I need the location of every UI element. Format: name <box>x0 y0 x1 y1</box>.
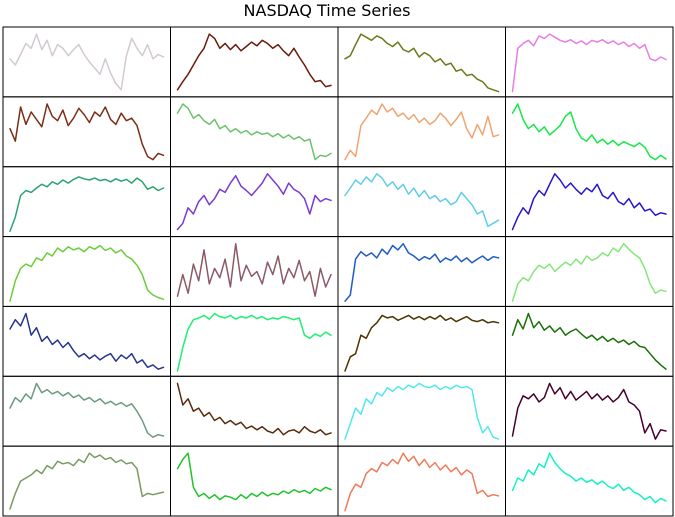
series-line-28 <box>511 452 667 504</box>
small-multiples-grid <box>2 26 674 517</box>
series-line-22 <box>176 382 332 436</box>
panel-frame-5 <box>2 96 171 168</box>
series-line-6 <box>176 103 332 161</box>
panel-frame-13 <box>2 236 171 307</box>
series-line-13 <box>9 244 165 302</box>
panel-frame-11 <box>337 166 506 238</box>
panel-frame-1 <box>2 26 171 98</box>
panel-frame-6 <box>170 96 339 168</box>
panel-frame-19 <box>337 305 506 377</box>
chart-title: NASDAQ Time Series <box>244 1 411 20</box>
panel-frame-26 <box>170 445 339 517</box>
series-line-19 <box>344 314 500 372</box>
panel-frame-24 <box>505 375 674 447</box>
series-line-11 <box>344 173 500 228</box>
series-line-2 <box>176 33 332 91</box>
series-line-7 <box>344 103 500 161</box>
series-line-20 <box>511 312 667 370</box>
series-line-25 <box>9 452 165 510</box>
series-line-16 <box>511 242 667 302</box>
series-line-15 <box>344 242 500 302</box>
series-line-3 <box>344 33 500 93</box>
panel-frame-16 <box>505 236 674 307</box>
series-line-10 <box>176 173 332 231</box>
series-line-24 <box>511 382 667 440</box>
panel-frame-28 <box>505 445 674 517</box>
panel-frame-22 <box>170 375 339 447</box>
series-line-14 <box>176 242 332 297</box>
panel-frame-8 <box>505 96 674 168</box>
series-line-18 <box>176 312 332 372</box>
series-line-17 <box>9 312 165 370</box>
series-line-8 <box>511 103 667 161</box>
panel-frame-20 <box>505 305 674 377</box>
panel-frame-12 <box>505 166 674 238</box>
panel-frame-4 <box>505 26 674 98</box>
series-line-26 <box>176 452 332 501</box>
series-line-21 <box>9 382 165 438</box>
series-line-9 <box>9 176 165 233</box>
series-line-27 <box>344 452 500 512</box>
panel-frame-23 <box>337 375 506 447</box>
panel-frame-15 <box>337 236 506 307</box>
series-line-4 <box>511 33 667 93</box>
panel-frame-21 <box>2 375 171 447</box>
panel-frame-9 <box>2 166 171 238</box>
panel-frame-3 <box>337 26 506 98</box>
series-line-1 <box>9 33 165 91</box>
series-line-23 <box>344 382 500 440</box>
panel-frame-17 <box>2 305 171 377</box>
series-line-5 <box>9 103 165 161</box>
series-line-12 <box>511 173 667 231</box>
